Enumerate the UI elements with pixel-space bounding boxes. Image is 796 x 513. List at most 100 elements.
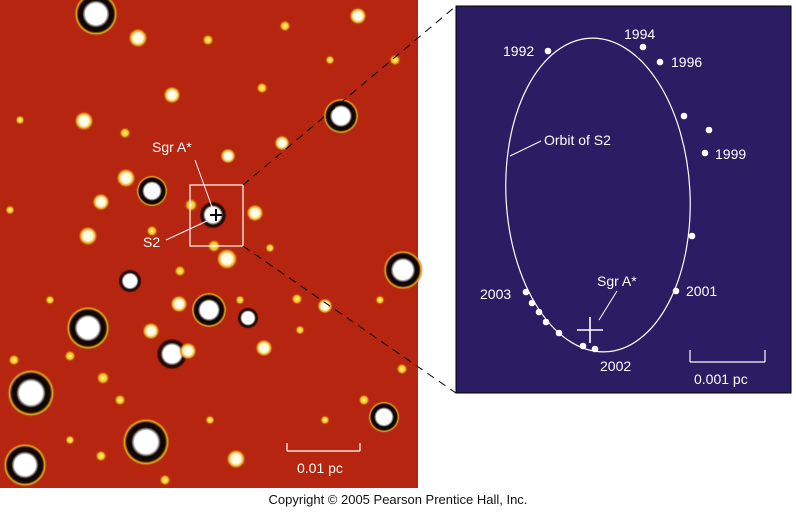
orbit-panel: Orbit of S2 Sgr A* 1992 1994 1996 1999 2… <box>455 5 792 394</box>
obs-point-1996 <box>656 58 664 66</box>
s2-pointer-line <box>165 220 208 241</box>
zoom-connector-bottom <box>242 245 457 394</box>
star-13 <box>116 168 136 188</box>
star-0 <box>74 0 118 36</box>
left-scale-label: 0.01 pc <box>297 460 343 476</box>
orbit-sgr-pointer <box>598 290 618 321</box>
orbit-of-s2-label: Orbit of S2 <box>544 132 611 148</box>
star-43 <box>368 401 400 433</box>
star-28 <box>317 298 333 314</box>
left-s2-label: S2 <box>143 234 160 250</box>
year-label-1996: 1996 <box>671 54 702 70</box>
star-11 <box>274 135 290 151</box>
right-scale-bar <box>689 350 766 363</box>
star-29 <box>170 295 188 313</box>
orbit-sgr-a-cross-icon <box>577 317 603 343</box>
star-2 <box>202 34 214 46</box>
zoom-connector-top <box>242 5 457 186</box>
star-53 <box>375 295 385 305</box>
star-21 <box>216 248 238 270</box>
star-34 <box>156 338 188 370</box>
star-49 <box>205 415 215 425</box>
orbit-panel-background <box>455 5 792 394</box>
star-9 <box>323 98 359 134</box>
star-57 <box>235 295 245 305</box>
obs-point-1999a <box>705 126 713 134</box>
year-label-1999: 1999 <box>715 146 746 162</box>
star-4 <box>349 7 367 25</box>
left-scale-bar <box>286 443 361 452</box>
star-40 <box>7 369 55 417</box>
star-7 <box>256 82 268 94</box>
star-25 <box>118 269 142 293</box>
star-50 <box>320 415 330 425</box>
year-label-1992: 1992 <box>503 43 534 59</box>
star-layer <box>3 0 423 487</box>
star-54 <box>5 205 15 215</box>
star-52 <box>295 325 305 335</box>
star-5 <box>389 54 401 66</box>
right-scale-label: 0.001 pc <box>694 371 748 387</box>
star-44 <box>122 418 170 466</box>
orbit-sgr-label: Sgr A* <box>597 273 637 289</box>
obs-point-1998 <box>680 112 688 120</box>
star-19 <box>78 226 98 246</box>
sgr-a-cross-icon <box>210 209 222 221</box>
obs-point-2002c <box>555 329 563 337</box>
star-39 <box>396 363 408 375</box>
year-label-2002: 2002 <box>600 358 631 374</box>
star-32 <box>66 306 110 350</box>
star-31 <box>237 307 259 329</box>
s2-orbit-ellipse <box>505 37 691 353</box>
obs-point-2003c <box>522 288 530 296</box>
star-42 <box>358 394 370 406</box>
star-51 <box>45 295 55 305</box>
year-label-1994: 1994 <box>624 26 655 42</box>
star-38 <box>8 354 20 366</box>
obs-point-2001 <box>672 287 680 295</box>
star-6 <box>163 86 181 104</box>
star-46 <box>226 449 246 469</box>
obs-point-2002b <box>579 342 587 350</box>
star-35 <box>179 342 197 360</box>
star-48 <box>65 435 75 445</box>
year-label-2001: 2001 <box>686 283 717 299</box>
observation-points <box>522 43 713 353</box>
zoom-box <box>189 184 244 247</box>
star-16 <box>184 198 198 212</box>
obs-point-2000 <box>688 232 696 240</box>
obs-point-2003a <box>535 308 543 316</box>
star-17 <box>246 204 264 222</box>
sgr-pointer-line <box>194 159 213 208</box>
star-55 <box>15 115 25 125</box>
obs-point-2003b <box>528 299 536 307</box>
star-field-panel: Sgr A* S2 0.01 pc <box>0 0 423 488</box>
star-41 <box>96 371 110 385</box>
star-24 <box>383 250 423 290</box>
obs-point-1999b <box>701 149 709 157</box>
obs-point-1992 <box>544 47 552 55</box>
left-sgr-label: Sgr A* <box>152 139 192 155</box>
star-20 <box>146 225 158 237</box>
obs-point-1994 <box>639 43 647 51</box>
star-15 <box>92 193 110 211</box>
star-33 <box>142 322 160 340</box>
star-45 <box>95 450 107 462</box>
star-1 <box>128 28 148 48</box>
star-27 <box>291 293 303 305</box>
obs-point-2002d <box>542 318 550 326</box>
star-12 <box>220 148 236 164</box>
year-label-2003: 2003 <box>480 286 511 302</box>
copyright-notice: Copyright © 2005 Pearson Prentice Hall, … <box>268 492 528 507</box>
obs-point-2002a <box>591 345 599 353</box>
star-56 <box>325 55 335 65</box>
star-10 <box>119 127 131 139</box>
star-30 <box>191 292 227 328</box>
star-58 <box>114 394 126 406</box>
star-3 <box>279 20 291 32</box>
star-8 <box>74 111 94 131</box>
star-14 <box>136 175 168 207</box>
star-26 <box>174 265 186 277</box>
orbit-label-pointer <box>509 140 542 157</box>
star-37 <box>64 350 76 362</box>
